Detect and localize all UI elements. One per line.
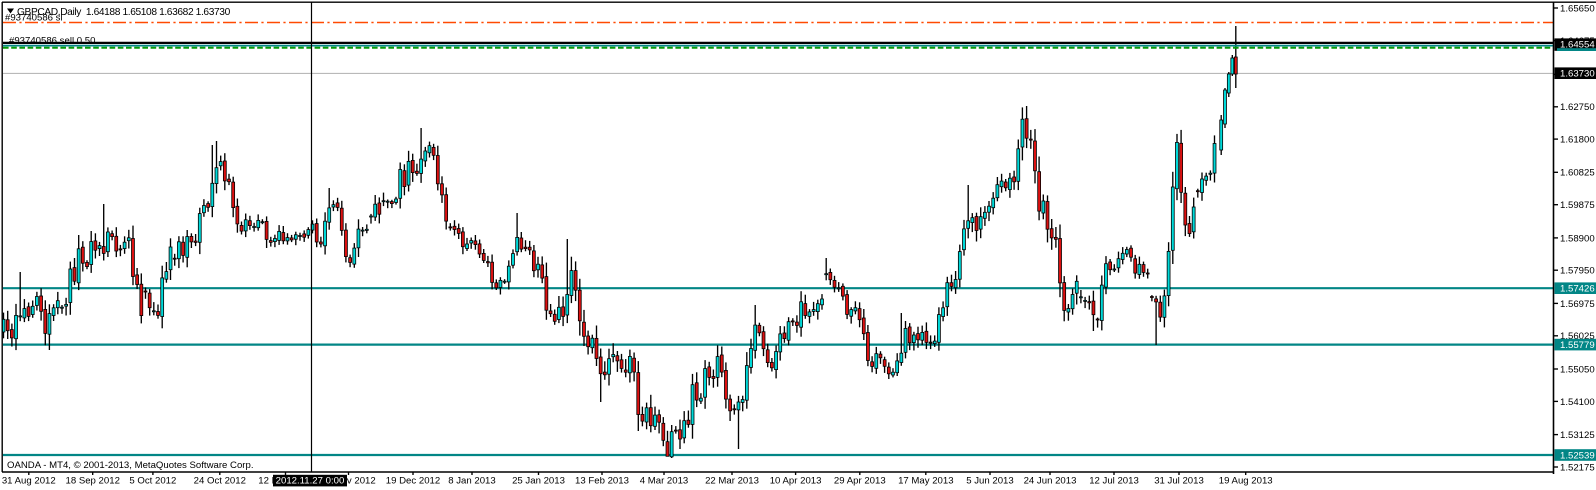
svg-text:31 Jul 2013: 31 Jul 2013 — [1154, 476, 1204, 487]
svg-text:1.55779: 1.55779 — [1560, 340, 1595, 351]
svg-text:2012.11.27 0:00: 2012.11.27 0:00 — [276, 476, 345, 487]
svg-text:19 Aug 2013: 19 Aug 2013 — [1219, 476, 1273, 487]
svg-text:1.65650: 1.65650 — [1560, 3, 1595, 14]
svg-text:17 May 2013: 17 May 2013 — [898, 476, 953, 487]
svg-text:1.60825: 1.60825 — [1560, 168, 1595, 179]
svg-text:19 Dec 2012: 19 Dec 2012 — [386, 476, 440, 487]
svg-text:24 Oct 2012: 24 Oct 2012 — [194, 476, 246, 487]
svg-text:27 Nov 2012: 27 Nov 2012 — [321, 476, 375, 487]
svg-text:25 Jan 2013: 25 Jan 2013 — [512, 476, 565, 487]
svg-text:GBPCAD,Daily 1.64188 1.65108: GBPCAD,Daily 1.64188 1.65108 1.63682 1.6… — [17, 7, 231, 18]
svg-text:13 Feb 2013: 13 Feb 2013 — [575, 476, 629, 487]
svg-text:1.55050: 1.55050 — [1560, 364, 1595, 375]
svg-text:1.52539: 1.52539 — [1560, 450, 1595, 461]
svg-text:1.57426: 1.57426 — [1560, 284, 1595, 295]
svg-text:1.57950: 1.57950 — [1560, 266, 1595, 277]
svg-text:12 Jul 2013: 12 Jul 2013 — [1089, 476, 1139, 487]
svg-text:1.56975: 1.56975 — [1560, 299, 1595, 310]
svg-text:1.59875: 1.59875 — [1560, 200, 1595, 211]
svg-text:OANDA - MT4, © 2001-2013, Meta: OANDA - MT4, © 2001-2013, MetaQuotes Sof… — [7, 460, 254, 471]
svg-text:8 Jan 2013: 8 Jan 2013 — [448, 476, 495, 487]
svg-text:4 Mar 2013: 4 Mar 2013 — [640, 476, 689, 487]
svg-text:29 Apr 2013: 29 Apr 2013 — [834, 476, 886, 487]
svg-text:18 Sep 2012: 18 Sep 2012 — [65, 476, 119, 487]
svg-text:1.58900: 1.58900 — [1560, 233, 1595, 244]
svg-text:22 Mar 2013: 22 Mar 2013 — [705, 476, 759, 487]
svg-text:31 Aug 2012: 31 Aug 2012 — [2, 476, 56, 487]
svg-text:1.62750: 1.62750 — [1560, 102, 1595, 113]
svg-text:1.56025: 1.56025 — [1560, 331, 1595, 342]
svg-text:1.54100: 1.54100 — [1560, 397, 1595, 408]
svg-text:1.64554: 1.64554 — [1560, 40, 1595, 51]
svg-text:#93740586 sl: #93740586 sl — [5, 13, 63, 24]
svg-text:1.61800: 1.61800 — [1560, 135, 1595, 146]
svg-text:10 Apr 2013: 10 Apr 2013 — [770, 476, 822, 487]
svg-text:#93740586 sell 0.50: #93740586 sell 0.50 — [9, 35, 95, 46]
svg-text:5 Jun 2013: 5 Jun 2013 — [966, 476, 1013, 487]
svg-text:1.63730: 1.63730 — [1560, 69, 1595, 80]
svg-text:1.52175: 1.52175 — [1560, 462, 1595, 473]
svg-text:1.53125: 1.53125 — [1560, 430, 1595, 441]
svg-text:5 Oct 2012: 5 Oct 2012 — [129, 476, 176, 487]
svg-text:24 Jun 2013: 24 Jun 2013 — [1024, 476, 1077, 487]
